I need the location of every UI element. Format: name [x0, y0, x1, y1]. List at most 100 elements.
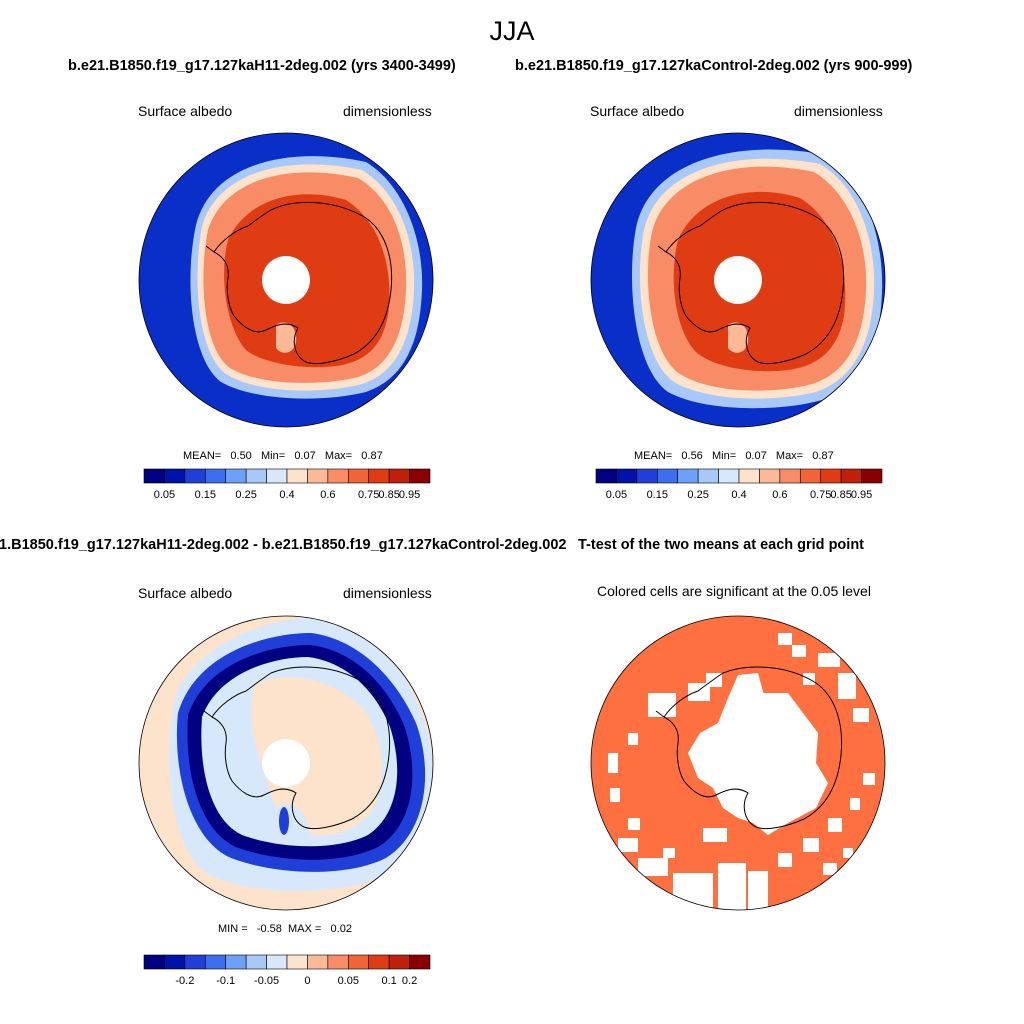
nonsignificant-cell — [778, 853, 792, 867]
diff-land-positive — [251, 677, 383, 836]
nonsignificant-cell — [648, 693, 676, 717]
ttest-note: Colored cells are significant at the 0.0… — [597, 583, 871, 599]
nonsignificant-cell — [628, 733, 638, 745]
diff-max-label: MAX = — [288, 923, 322, 935]
colorbar-tick-label: 0.1 — [381, 975, 396, 987]
ttest-title: T-test of the two means at each grid poi… — [578, 537, 864, 553]
colorbar-swatch — [388, 468, 410, 484]
colorbar-swatch — [225, 954, 247, 970]
antarctica-coastline — [205, 202, 393, 365]
colorbar-tick-label: 0.95 — [851, 489, 872, 501]
case1-mean-label: MEAN= — [183, 450, 222, 462]
peninsula-high — [276, 322, 297, 353]
colorbar-tick-label: -0.2 — [175, 975, 194, 987]
nonsignificant-cell — [823, 863, 837, 875]
colorbar-tick-label: 0 — [304, 975, 310, 987]
case1-mean: 0.50 — [230, 450, 252, 462]
case2-max-label: Max= — [775, 450, 804, 462]
colorbar-tick-label: 0.6 — [772, 489, 787, 501]
colorbar-swatch — [245, 468, 267, 484]
case2-min-label: Min= — [711, 450, 737, 462]
colorbar-swatch — [245, 954, 267, 970]
nonsignificant-land — [688, 673, 828, 835]
colorbar-tick-label: -0.05 — [254, 975, 279, 987]
diff-ross-anomaly — [279, 807, 289, 835]
colorbar-swatch — [286, 954, 308, 970]
nonsignificant-cell — [748, 871, 768, 910]
colorbar-swatch — [225, 468, 247, 484]
nonsignificant-cell — [688, 683, 710, 701]
colorbar-swatch — [388, 954, 410, 970]
colorbar-tick-label: 0.15 — [195, 489, 216, 501]
nonsignificant-cell — [863, 773, 875, 785]
pole-hole — [262, 739, 310, 787]
nonsignificant-cell — [778, 633, 792, 645]
case2-stats: MEAN= 0.56 Min= 0.07 Max= 0.87 — [634, 450, 834, 462]
map-frame — [590, 615, 886, 911]
colorbar-swatch — [718, 468, 740, 484]
colorbar-swatch — [368, 468, 390, 484]
case1-variable: Surface albedo — [138, 103, 233, 119]
nonsignificant-cell — [798, 743, 810, 755]
colorbar-tick-label: 0.4 — [279, 489, 294, 501]
nonsignificant-cell — [663, 848, 675, 858]
case2-map — [590, 132, 886, 428]
colorbar-tick-label: 0.6 — [320, 489, 335, 501]
figure-title: JJA — [489, 16, 535, 46]
colorbar-tick-label: 0.75 — [810, 489, 831, 501]
case2-min: 0.07 — [745, 450, 767, 462]
pole-hole — [714, 256, 762, 304]
nonsignificant-cell — [850, 798, 860, 810]
nonsignificant-cell — [853, 708, 869, 722]
colorbar-swatch — [861, 468, 883, 484]
colorbar-tick-label: 0.75 — [358, 489, 379, 501]
case2-mean-label: MEAN= — [634, 450, 673, 462]
case1-units: dimensionless — [343, 103, 432, 119]
case1-stats: MEAN= 0.50 Min= 0.07 Max= 0.87 — [183, 450, 383, 462]
nonsignificant-cell — [703, 828, 727, 842]
colorbar-swatch — [184, 954, 206, 970]
case1-max: 0.87 — [361, 450, 383, 462]
case1-colorbar: 0.05 0.15 0.25 0.4 0.6 0.75 0.85 0.95 — [143, 468, 431, 501]
colorbar-tick-label: 0.15 — [647, 489, 668, 501]
case1-min-label: Min= — [260, 450, 286, 462]
nonsignificant-cell — [818, 653, 840, 667]
diff-stats: MIN = -0.58 MAX = 0.02 — [218, 923, 352, 935]
diff-colorbar: -0.2 -0.1 -0.05 0 0.05 0.1 0.2 — [143, 954, 431, 987]
colorbar-swatch — [266, 954, 288, 970]
nonsignificant-cell — [828, 818, 842, 832]
nonsignificant-cell — [843, 848, 853, 858]
colorbar-swatch — [840, 468, 862, 484]
antarctica-coastline — [657, 202, 845, 365]
nonsignificant-cell — [608, 753, 618, 773]
colorbar-swatch — [677, 468, 699, 484]
case2-variable: Surface albedo — [590, 103, 685, 119]
colorbar-swatch — [307, 954, 329, 970]
colorbar-swatch — [779, 468, 801, 484]
colorbar-tick-label: 0.05 — [154, 489, 175, 501]
colorbar-swatch — [616, 468, 638, 484]
nonsignificant-cell — [763, 693, 787, 733]
colorbar-swatch — [759, 468, 781, 484]
colorbar-swatch — [204, 954, 227, 970]
colorbar-swatch — [164, 468, 186, 484]
nonsignificant-cell — [792, 645, 806, 657]
nonsignificant-cell — [610, 788, 620, 802]
map-frame — [138, 132, 434, 428]
colorbar-swatch — [143, 468, 165, 484]
diff-min-label: MIN = — [218, 923, 248, 935]
nonsignificant-cell — [628, 818, 640, 830]
colorbar-swatch — [636, 468, 658, 484]
colorbar-tick-label: -0.1 — [216, 975, 235, 987]
colorbar-tick-label: 0.85 — [378, 489, 399, 501]
case2-units: dimensionless — [794, 103, 883, 119]
colorbar-swatch — [595, 468, 617, 484]
colorbar-tick-label: 0.95 — [399, 489, 420, 501]
nonsignificant-cell — [638, 858, 668, 876]
colorbar-swatch — [368, 954, 390, 970]
colorbar-tick-label: 0.85 — [830, 489, 851, 501]
diff-max: 0.02 — [330, 923, 352, 935]
colorbar-swatch — [184, 468, 206, 484]
nonsignificant-cell — [803, 838, 819, 852]
colorbar-swatch — [286, 468, 308, 484]
